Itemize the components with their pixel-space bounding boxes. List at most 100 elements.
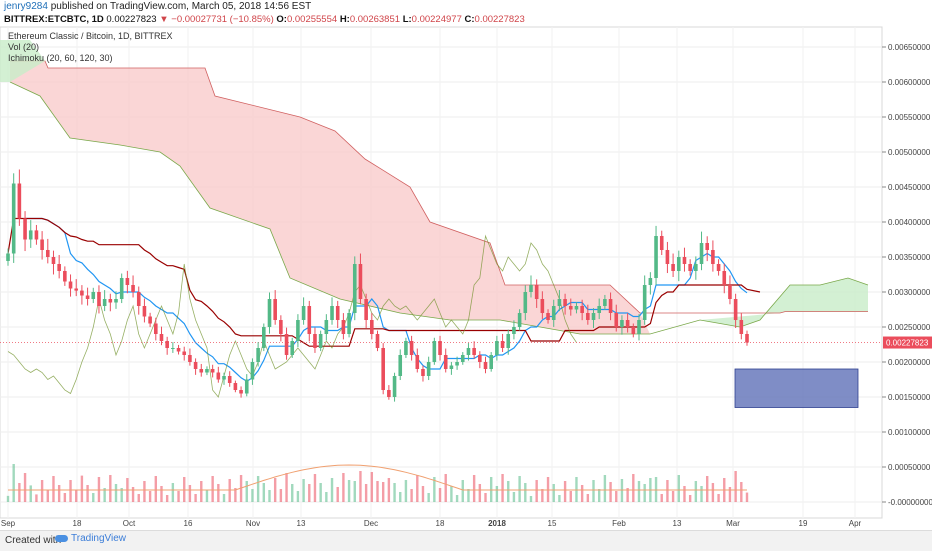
volume-bar: [632, 474, 635, 502]
volume-bar: [700, 486, 703, 502]
candle-body: [330, 306, 334, 320]
y-tick-label: 0.00200000: [888, 358, 931, 367]
candle-body: [23, 218, 27, 240]
publish-info: jenry9284 published on TradingView.com, …: [4, 1, 311, 12]
annotation-rectangle[interactable]: [734, 368, 859, 408]
candle-body: [563, 299, 567, 306]
created-with-text: Created with: [5, 535, 62, 546]
volume-bar: [120, 488, 123, 502]
tradingview-logo[interactable]: TradingView: [55, 533, 126, 544]
candle-body: [142, 306, 147, 317]
volume-bar: [524, 483, 527, 502]
volume-bar: [342, 473, 345, 502]
candle-body: [438, 341, 442, 355]
candle-body: [711, 250, 715, 264]
volume-bar: [262, 483, 266, 502]
volume-bar: [35, 494, 38, 502]
volume-bar: [706, 476, 709, 502]
volume-bar: [75, 490, 78, 502]
close-value: 0.00227823: [474, 14, 525, 25]
candle-body: [290, 341, 295, 355]
candle-body: [472, 348, 476, 355]
y-tick-label: 0.00450000: [888, 183, 931, 192]
volume-bar: [256, 476, 260, 502]
volume-bar: [6, 495, 10, 502]
candle-body: [688, 264, 692, 271]
volume-bar: [109, 475, 112, 502]
price-tag-label: 0.00227823: [886, 339, 929, 348]
volume-bar: [308, 484, 311, 502]
candle-body: [17, 183, 22, 219]
volume-bar: [404, 480, 408, 502]
candle-body: [63, 271, 67, 282]
price-chart[interactable]: 0.00650000 0.00600000 0.00550000 0.00500000…: [0, 0, 932, 530]
volume-bar: [626, 488, 629, 502]
volume-bar: [364, 484, 368, 502]
volume-bar: [745, 492, 749, 502]
candle-body: [273, 299, 277, 320]
candle-body: [608, 299, 613, 313]
symbol-ohlc-line: BITTREX:ETCBTC, 1D 0.00227823 ▼ −0.00027…: [4, 14, 525, 25]
candle-body: [409, 341, 414, 355]
candle-body: [74, 288, 79, 291]
candle-body: [404, 341, 408, 355]
x-tick-label: 18: [73, 519, 82, 528]
candle-body: [557, 299, 562, 306]
volume-bar: [245, 481, 248, 502]
candle-body: [307, 306, 312, 334]
candle-body: [85, 295, 90, 299]
volume-bar: [399, 492, 402, 502]
ichimoku-legend[interactable]: Ichimoku (20, 60, 120, 30): [8, 53, 113, 63]
candle-body: [705, 243, 710, 250]
price-axis[interactable]: 0.00650000 0.00600000 0.00550000 0.00500000…: [882, 43, 932, 507]
candle-body: [466, 348, 471, 355]
author-link[interactable]: jenry9284: [4, 1, 48, 12]
candle-body: [614, 313, 619, 327]
volume-bar: [302, 479, 305, 502]
volume-bar: [478, 484, 482, 502]
candle-body: [262, 327, 266, 348]
candle-body: [443, 355, 448, 369]
volume-bar: [268, 490, 271, 502]
time-axis[interactable]: Sep 18 Oct 16 Nov 13 Dec 18 2018 15 Feb 13 Mar 19 Apr: [1, 519, 862, 528]
x-tick-label: Oct: [123, 519, 136, 528]
volume-bar: [433, 477, 436, 502]
volume-bar: [194, 494, 197, 502]
volume-bar: [507, 481, 510, 502]
volume-bar: [18, 483, 21, 502]
candle-body: [500, 341, 505, 348]
volume-bar: [330, 478, 334, 502]
candle-body: [68, 281, 73, 289]
candle-body: [97, 292, 101, 306]
volume-bar: [427, 493, 430, 502]
volume-bar: [285, 473, 288, 502]
cloud-icon: [55, 534, 68, 542]
x-tick-label: 18: [436, 519, 445, 528]
candle-body: [546, 313, 550, 320]
candle-body: [512, 327, 516, 334]
candle-body: [40, 239, 44, 250]
candle-body: [136, 292, 141, 306]
senkou-span-b-line: [10, 60, 868, 314]
open-value: 0.00255554: [286, 14, 338, 25]
candle-body: [568, 306, 573, 310]
volume-bar: [683, 486, 686, 502]
last-price-tag: 0.00227823: [883, 336, 932, 349]
volume-bar: [688, 495, 692, 502]
volume-bar: [205, 490, 209, 502]
low-label: L:: [402, 14, 412, 25]
vol-legend[interactable]: Vol (20): [8, 42, 40, 52]
high-value: 0.00263851: [349, 14, 401, 25]
candle-body: [642, 285, 647, 320]
volume-bar: [92, 493, 95, 502]
candle-body: [574, 306, 579, 310]
candle-body: [267, 299, 272, 327]
candle-body: [426, 362, 431, 376]
candle-body: [682, 257, 687, 264]
volume-bar: [615, 491, 618, 502]
volume-bar: [535, 480, 538, 502]
candle-body: [523, 292, 528, 313]
volume-bars: [6, 464, 749, 502]
candle-body: [193, 362, 198, 369]
candle-body: [529, 285, 533, 292]
